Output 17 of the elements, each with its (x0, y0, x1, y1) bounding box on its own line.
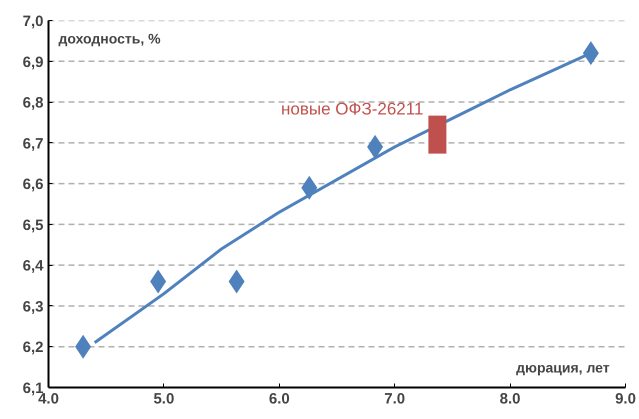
x-tick-label: 9.0 (615, 390, 636, 408)
y-tick-label: 6,2 (22, 339, 44, 356)
y-tick-label: 7,0 (22, 13, 44, 30)
y-tick-label: 6,8 (22, 94, 44, 112)
x-axis-title: дюрация, лет (516, 360, 610, 376)
y-tick-label: 6,4 (22, 258, 44, 275)
y-tick-label: 6,3 (22, 298, 44, 316)
y-axis-title: доходность, % (58, 30, 162, 46)
y-tick-label: 6,6 (22, 176, 44, 194)
x-tick-label: 8.0 (500, 390, 521, 408)
x-tick-label: 7.0 (384, 390, 406, 408)
annotation: новые ОФЗ-26211 (281, 99, 424, 118)
y-tick-label: 6,5 (22, 216, 44, 234)
y-tick-label: 6,7 (22, 135, 44, 152)
x-tick-label: 5.0 (153, 390, 174, 408)
x-tick-label: 6.0 (268, 390, 290, 408)
y-tick-label: 6,9 (22, 54, 44, 71)
